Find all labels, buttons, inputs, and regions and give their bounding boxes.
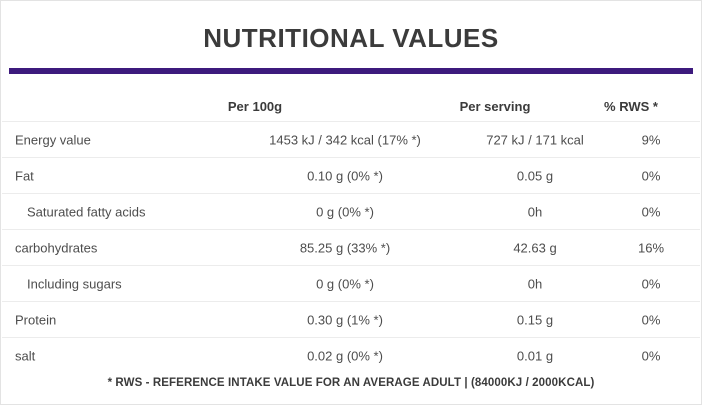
row-label: Including sugars: [27, 276, 122, 291]
row-label: salt: [15, 348, 36, 364]
per-serving-value: 0h: [527, 276, 543, 291]
row-label: carbohydrates: [15, 240, 98, 255]
rws-value: 0%: [641, 204, 661, 219]
per-serving-value: 42.63 g: [513, 240, 557, 255]
table-body: Energy value 1453 kJ / 342 kcal (17% *) …: [2, 122, 700, 374]
table-row-protein: Protein 0.30 g (1% *) 0.15 g 0%: [2, 302, 700, 338]
row-label: Saturated fatty acids: [27, 204, 146, 219]
per-100g-value: 85.25 g (33% *): [299, 240, 391, 255]
row-label: Energy value: [15, 132, 91, 147]
table-row-fat: Fat 0.10 g (0% *) 0.05 g 0%: [2, 158, 700, 194]
column-header-rws: % RWS *: [604, 99, 658, 114]
row-label: Fat: [15, 168, 34, 183]
per-serving-value: 0h: [527, 204, 543, 219]
column-header-per-100g: Per 100g: [227, 99, 283, 114]
rws-footnote: * RWS - REFERENCE INTAKE VALUE FOR AN AV…: [107, 377, 595, 389]
per-serving-value: 0.01 g: [516, 348, 554, 364]
per-100g-value: 0 g (0% *): [316, 276, 374, 291]
rws-value: 0%: [641, 312, 661, 327]
row-label: Protein: [15, 312, 57, 327]
per-100g-value: 0.30 g (1% *): [307, 312, 383, 327]
rws-value: 16%: [637, 240, 665, 255]
rws-value: 9%: [641, 132, 661, 147]
rws-value: 0%: [641, 168, 661, 183]
per-100g-value: 0.02 g (0% *): [307, 348, 383, 364]
table-row-energy-value: Energy value 1453 kJ / 342 kcal (17% *) …: [2, 122, 700, 158]
table-row-including-sugars: Including sugars 0 g (0% *) 0h 0%: [2, 266, 700, 302]
table-row-salt: salt 0.02 g (0% *) 0.01 g 0%: [2, 338, 700, 374]
rws-value: 0%: [641, 276, 661, 291]
accent-divider: [9, 68, 693, 74]
rws-value: 0%: [641, 348, 661, 364]
per-serving-value: 0.05 g: [516, 168, 554, 183]
per-serving-value: 0.15 g: [516, 312, 554, 327]
per-serving-value: 727 kJ / 171 kcal: [486, 132, 584, 147]
per-100g-value: 1453 kJ / 342 kcal (17% *): [269, 132, 421, 147]
page-title: NUTRITIONAL VALUES: [203, 23, 499, 53]
table-row-saturated-fatty-acids: Saturated fatty acids 0 g (0% *) 0h 0%: [2, 194, 700, 230]
per-100g-value: 0 g (0% *): [316, 204, 374, 219]
table-row-carbohydrates: carbohydrates 85.25 g (33% *) 42.63 g 16…: [2, 230, 700, 266]
per-100g-value: 0.10 g (0% *): [307, 168, 383, 183]
column-header-per-serving: Per serving: [459, 99, 531, 114]
table-header-row: Per 100g Per serving % RWS *: [2, 74, 700, 122]
